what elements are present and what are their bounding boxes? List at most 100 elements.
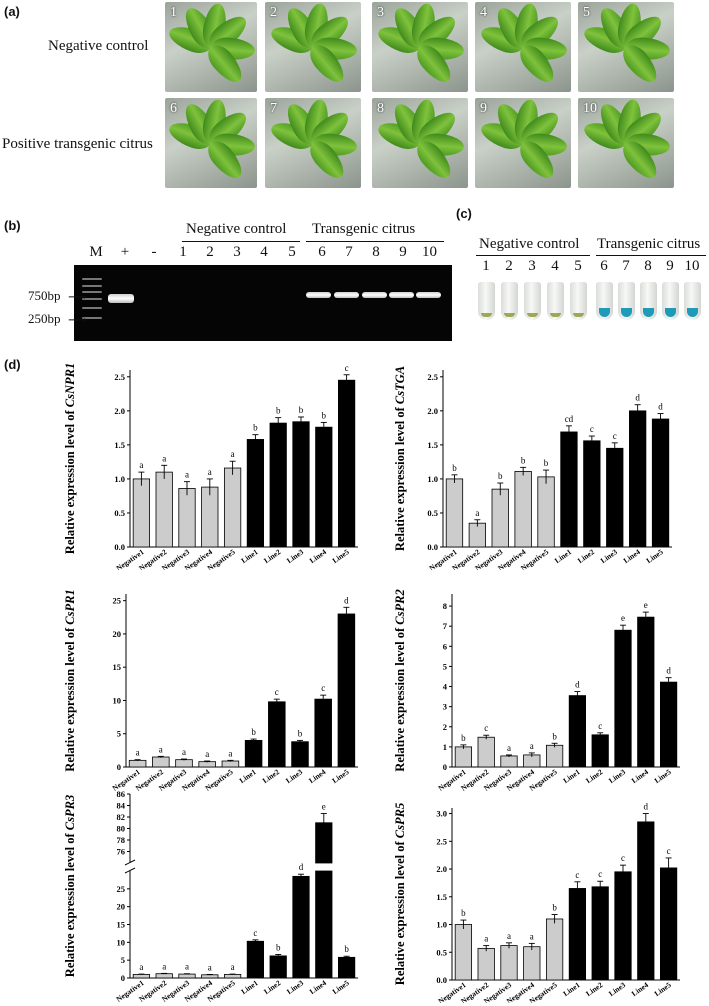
y-tick-label: 8 [443,601,447,611]
tube-number: 10 [684,258,700,274]
bar [500,945,518,981]
gel-lane-label: 4 [260,244,268,260]
citrus-plantlet-icon [477,98,568,184]
significance-letter: a [507,743,511,753]
photo-number: 9 [480,101,487,116]
significance-letter: b [521,455,526,465]
significance-letter: a [475,508,479,518]
y-tick-label: 2.0 [427,406,438,416]
ladder-band [82,291,102,293]
x-tick-label: Line1 [553,547,573,565]
y-axis-label-prefix: Relative expression level of [393,838,407,985]
negative-control-row-label: Negative control [48,38,149,54]
y-tick-label: 0.0 [114,542,125,552]
marker-250bp-label: 250bp [28,311,61,326]
y-axis-label-gene: CsTGA [393,366,407,404]
significance-letter: b [276,942,281,952]
significance-letter: d [575,680,580,690]
x-tick-label: Line4 [622,547,642,565]
bar [175,759,193,768]
x-tick-label: Line3 [285,978,305,996]
significance-letter: b [322,410,327,420]
significance-letter: d [666,666,671,676]
bar [614,629,632,768]
tube-number: 8 [644,258,652,274]
x-tick-label: Line5 [331,978,351,996]
bar [568,888,587,981]
transgenic-band-10 [416,292,441,298]
bar [155,471,173,548]
gel-lane-label: + [120,244,130,260]
x-tick-label: Line2 [576,547,596,565]
bar [132,974,151,979]
bar [337,379,356,548]
photo-number: 2 [270,5,277,20]
significance-letter: c [345,363,349,373]
bar [198,761,216,768]
gus-negative-group-label: Negative control [479,236,580,252]
significance-letter: a [185,470,189,480]
positive-control-band [108,294,134,303]
significance-letter: a [162,961,166,971]
gel-lane-label: 5 [288,244,296,260]
y-tick-label: 80 [117,824,126,834]
bar [246,940,265,979]
tube-liquid [599,308,610,317]
tube-icon [662,282,679,320]
y-tick-label: 2.5 [427,372,438,382]
significance-letter: a [231,449,235,459]
x-tick-label: Line5 [653,980,673,998]
x-tick-label: Line1 [239,547,259,565]
significance-letter: d [658,402,663,412]
bar [500,755,518,768]
significance-letter: e [644,600,648,610]
y-tick-label: 5 [117,729,121,739]
bar [614,871,632,981]
y-axis-label-prefix: Relative expression level of [63,407,77,554]
plant-photo: 7 [265,98,361,188]
gel-lane-label: 2 [206,244,214,260]
bar [221,760,240,768]
y-tick-label: 1.0 [114,474,125,484]
photo-number: 10 [583,101,597,116]
y-axis-label-prefix: Relative expression level of [393,625,407,772]
x-tick-label: Line3 [284,767,304,785]
tube-icon [501,282,518,320]
gel-lane-label: M [89,244,103,260]
significance-letter: c [321,683,325,693]
x-tick-label: Line4 [630,767,650,785]
x-tick-label: Line1 [561,980,581,998]
significance-letter: a [205,749,209,759]
tube-icon [596,282,613,320]
y-axis-label-prefix: Relative expression level of [63,830,77,977]
gel-lane-label: 3 [233,244,241,260]
significance-letter: d [635,393,640,403]
bar [337,613,356,768]
photo-number: 4 [480,5,487,20]
bar [223,974,242,979]
photo-number: 1 [170,5,177,20]
gus-negative-bracket [476,255,590,256]
x-tick-label: Line2 [262,978,282,996]
significance-letter: c [613,431,617,441]
significance-letter: cd [565,414,574,424]
significance-letter: b [253,423,258,433]
bar [292,875,310,979]
y-tick-label: 6 [443,641,447,651]
tube-icon [570,282,587,320]
tube-number: 6 [600,258,608,274]
tube-liquid [687,308,698,317]
ladder-band [82,285,102,287]
photo-number: 3 [377,5,384,20]
significance-letter: c [667,846,671,856]
bar [591,886,609,981]
tube-icon [524,282,541,320]
bar [454,746,473,768]
bar [659,681,678,768]
y-tick-label: 15 [117,920,126,930]
gel-lane-label: 1 [179,244,187,260]
y-axis-label: Relative expression level of CsTGA [393,366,407,551]
gel-lane-label: 10 [422,244,437,260]
citrus-plantlet-icon [477,2,568,88]
bar [291,741,309,768]
